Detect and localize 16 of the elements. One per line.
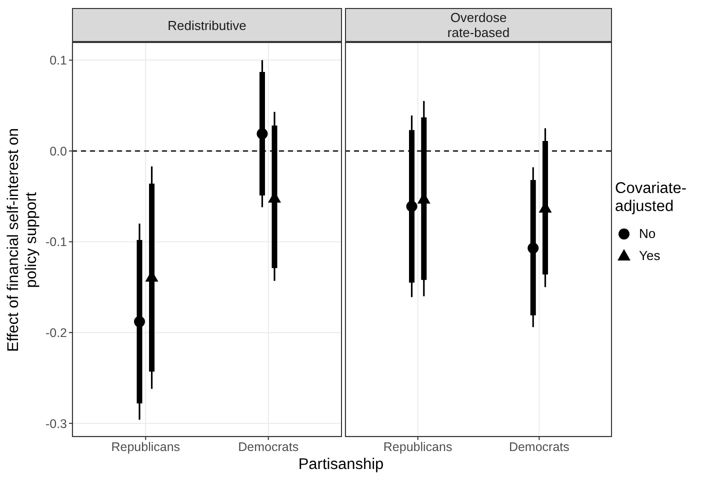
x-tick-label: Democrats bbox=[238, 440, 299, 454]
y-tick-label: -0.1 bbox=[45, 235, 68, 250]
chart-title: Overdose rate-based bbox=[345, 8, 612, 42]
y-axis-title: Effect of financial self-interest on policy support bbox=[5, 127, 41, 354]
y-tick-label: -0.3 bbox=[45, 416, 68, 431]
x-tick-label: Republicans bbox=[111, 440, 180, 454]
chart-title: Redistributive bbox=[72, 8, 342, 42]
y-tick-label: 0.0 bbox=[50, 144, 68, 158]
x-tick-label: Republicans bbox=[383, 440, 452, 454]
legend-label: Yes bbox=[639, 248, 660, 262]
x-tick-label: Democrats bbox=[508, 440, 570, 454]
legend-label: No bbox=[639, 226, 656, 240]
x-axis-title: Partisanship bbox=[297, 456, 385, 474]
y-tick-label: 0.1 bbox=[50, 54, 68, 68]
legend-title: Covariate-adjusted bbox=[615, 180, 688, 216]
y-tick-label: -0.2 bbox=[45, 326, 68, 340]
